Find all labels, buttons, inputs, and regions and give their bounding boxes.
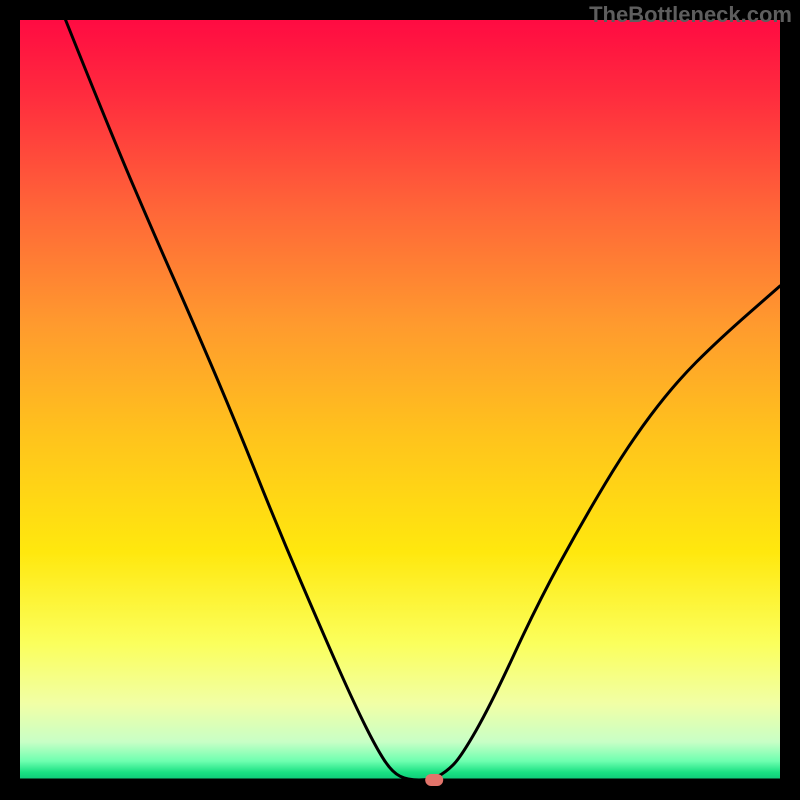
watermark-text: TheBottleneck.com <box>589 2 792 28</box>
chart-frame: TheBottleneck.com <box>0 0 800 800</box>
bottleneck-chart <box>0 0 800 800</box>
plot-background <box>20 20 780 780</box>
bottleneck-marker <box>425 774 443 786</box>
